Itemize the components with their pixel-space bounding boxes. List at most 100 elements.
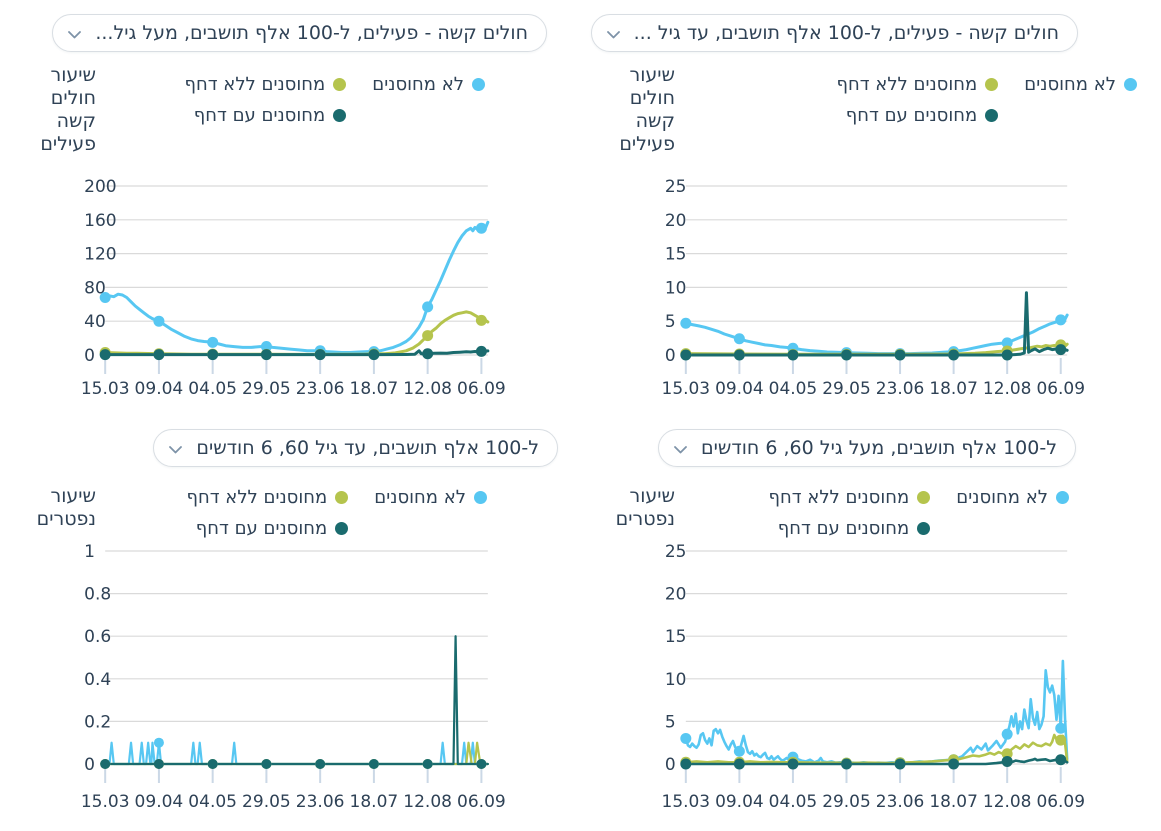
svg-text:29.05: 29.05 (822, 792, 871, 812)
svg-text:23.06: 23.06 (296, 792, 345, 812)
legend-item-no-booster[interactable]: מחוסנים ללא דחף (768, 487, 931, 508)
no-booster-dot (335, 491, 349, 504)
legend-column: מחוסנים ללא דחף מחוסנים עם דחף (768, 487, 931, 539)
svg-text:0: 0 (84, 755, 95, 775)
chart-title: חולים קשה - פעילים, ל-100 אלף תושבים, עד… (633, 21, 1059, 44)
y-axis-title-line: קשה (56, 110, 96, 132)
chart-legend: לא מחוסנים מחוסנים ללא דחף מחוסנים עם דח… (184, 74, 485, 126)
svg-text:0.2: 0.2 (84, 712, 111, 732)
panel-deaths-over-60: ל-100 אלף תושבים, מעל גיל 60, 6 חודשים ש… (581, 415, 1161, 831)
with-booster-dot (985, 109, 999, 122)
svg-text:06.09: 06.09 (1036, 792, 1085, 812)
chart-selector-severe-under-60[interactable]: חולים קשה - פעילים, ל-100 אלף תושבים, עד… (590, 14, 1078, 52)
legend-item-no-booster[interactable]: מחוסנים ללא דחף (184, 74, 347, 95)
y-axis-title-line: פעילים (619, 133, 675, 155)
chart-title: חולים קשה - פעילים, ל-100 אלף תושבים, מע… (95, 21, 528, 44)
legend-item-with-booster[interactable]: מחוסנים עם דחף (836, 105, 999, 126)
legend-label: לא מחוסנים (956, 487, 1048, 508)
svg-text:40: 40 (84, 312, 106, 332)
svg-text:0: 0 (84, 346, 95, 366)
y-axis-title-line: חולים (629, 87, 675, 109)
chart-legend: לא מחוסנים מחוסנים ללא דחף מחוסנים עם דח… (186, 487, 487, 539)
svg-text:06.09: 06.09 (457, 379, 506, 399)
svg-text:06.09: 06.09 (457, 792, 506, 812)
legend-item-unvaccinated[interactable]: לא מחוסנים (372, 74, 485, 95)
svg-text:1: 1 (84, 542, 95, 562)
panel-severe-under-60: חולים קשה - פעילים, ל-100 אלף תושבים, עד… (581, 0, 1161, 415)
svg-text:09.04: 09.04 (135, 792, 184, 812)
legend-item-with-booster[interactable]: מחוסנים עם דחף (184, 105, 347, 126)
line-chart-deaths-over-60: 0 5 10 15 20 25 15.03 09.04 04.05 29.05 23.06 18.07… (662, 542, 1085, 812)
svg-text:0.4: 0.4 (84, 670, 111, 690)
svg-text:15.03: 15.03 (81, 379, 130, 399)
svg-text:29.05: 29.05 (822, 379, 871, 399)
panel-severe-over-60: חולים קשה - פעילים, ל-100 אלף תושבים, מע… (0, 0, 581, 415)
y-axis-title-line: שיעור (629, 485, 675, 507)
chevron-down-icon (169, 445, 183, 454)
svg-text:09.04: 09.04 (715, 379, 764, 399)
y-axis-title: שיעור חולים קשה פעילים (619, 64, 675, 156)
svg-text:04.05: 04.05 (769, 792, 818, 812)
svg-text:04.05: 04.05 (188, 792, 237, 812)
svg-text:23.06: 23.06 (876, 379, 925, 399)
y-axis-title: שיעור חולים קשה פעילים (40, 64, 96, 156)
y-axis-title-line: שיעור (50, 485, 96, 507)
legend-label: לא מחוסנים (372, 74, 464, 95)
legend-column: מחוסנים ללא דחף מחוסנים עם דחף (184, 74, 347, 126)
legend-item-unvaccinated[interactable]: לא מחוסנים (374, 487, 487, 508)
svg-text:200: 200 (84, 177, 116, 197)
svg-text:10: 10 (665, 278, 687, 298)
svg-text:18.07: 18.07 (929, 379, 978, 399)
svg-text:160: 160 (84, 211, 116, 231)
svg-text:20: 20 (665, 585, 687, 605)
svg-text:25: 25 (665, 177, 687, 197)
svg-text:09.04: 09.04 (715, 792, 764, 812)
legend-column: מחוסנים ללא דחף מחוסנים עם דחף (186, 487, 349, 539)
unvaccinated-dot (1056, 491, 1069, 504)
y-axis-title-line: שיעור (629, 64, 675, 86)
legend-item-with-booster[interactable]: מחוסנים עם דחף (186, 518, 349, 539)
legend-item-unvaccinated[interactable]: לא מחוסנים (956, 487, 1069, 508)
legend-item-unvaccinated[interactable]: לא מחוסנים (1024, 74, 1137, 95)
legend-label: לא מחוסנים (1024, 74, 1116, 95)
legend-item-with-booster[interactable]: מחוסנים עם דחף (768, 518, 931, 539)
chart-selector-deaths-under-60[interactable]: ל-100 אלף תושבים, עד גיל 60, 6 חודשים (153, 429, 558, 467)
svg-text:18.07: 18.07 (350, 792, 399, 812)
chevron-down-icon (674, 445, 687, 454)
svg-text:0: 0 (665, 346, 676, 366)
chart-legend: לא מחוסנים מחוסנים ללא דחף מחוסנים עם דח… (768, 487, 1069, 539)
no-booster-dot (917, 491, 931, 504)
unvaccinated-dot (472, 78, 485, 91)
chart-title: ל-100 אלף תושבים, עד גיל 60, 6 חודשים (196, 436, 539, 459)
legend-item-no-booster[interactable]: מחוסנים ללא דחף (186, 487, 349, 508)
y-axis-title: שיעור נפטרים (37, 485, 96, 531)
legend-label: מחוסנים עם דחף (845, 105, 978, 126)
legend-column: מחוסנים ללא דחף מחוסנים עם דחף (836, 74, 999, 126)
chart-legend: לא מחוסנים מחוסנים ללא דחף מחוסנים עם דח… (836, 74, 1137, 126)
svg-text:12.08: 12.08 (403, 792, 452, 812)
with-booster-dot (335, 522, 349, 535)
legend-label: מחוסנים עם דחף (193, 105, 326, 126)
y-axis-title-line: חולים (50, 87, 96, 109)
y-axis-title-line: קשה (635, 110, 675, 132)
panel-deaths-under-60: ל-100 אלף תושבים, עד גיל 60, 6 חודשים שי… (0, 415, 581, 831)
chart-selector-deaths-over-60[interactable]: ל-100 אלף תושבים, מעל גיל 60, 6 חודשים (658, 429, 1076, 467)
svg-text:29.05: 29.05 (242, 379, 291, 399)
y-axis-title-line: פעילים (40, 133, 96, 155)
svg-text:18.07: 18.07 (350, 379, 399, 399)
svg-text:10: 10 (665, 670, 687, 690)
svg-text:15.03: 15.03 (662, 379, 711, 399)
svg-text:12.08: 12.08 (403, 379, 452, 399)
chart-selector-severe-over-60[interactable]: חולים קשה - פעילים, ל-100 אלף תושבים, מע… (52, 14, 547, 52)
legend-item-no-booster[interactable]: מחוסנים ללא דחף (836, 74, 999, 95)
svg-text:15: 15 (665, 245, 687, 265)
svg-text:18.07: 18.07 (929, 792, 978, 812)
svg-text:04.05: 04.05 (769, 379, 818, 399)
svg-text:80: 80 (84, 278, 106, 298)
y-axis-title-line: נפטרים (615, 508, 675, 530)
svg-text:15.03: 15.03 (81, 792, 130, 812)
unvaccinated-dot (1124, 78, 1137, 91)
svg-text:12.08: 12.08 (983, 792, 1032, 812)
svg-text:09.04: 09.04 (135, 379, 184, 399)
